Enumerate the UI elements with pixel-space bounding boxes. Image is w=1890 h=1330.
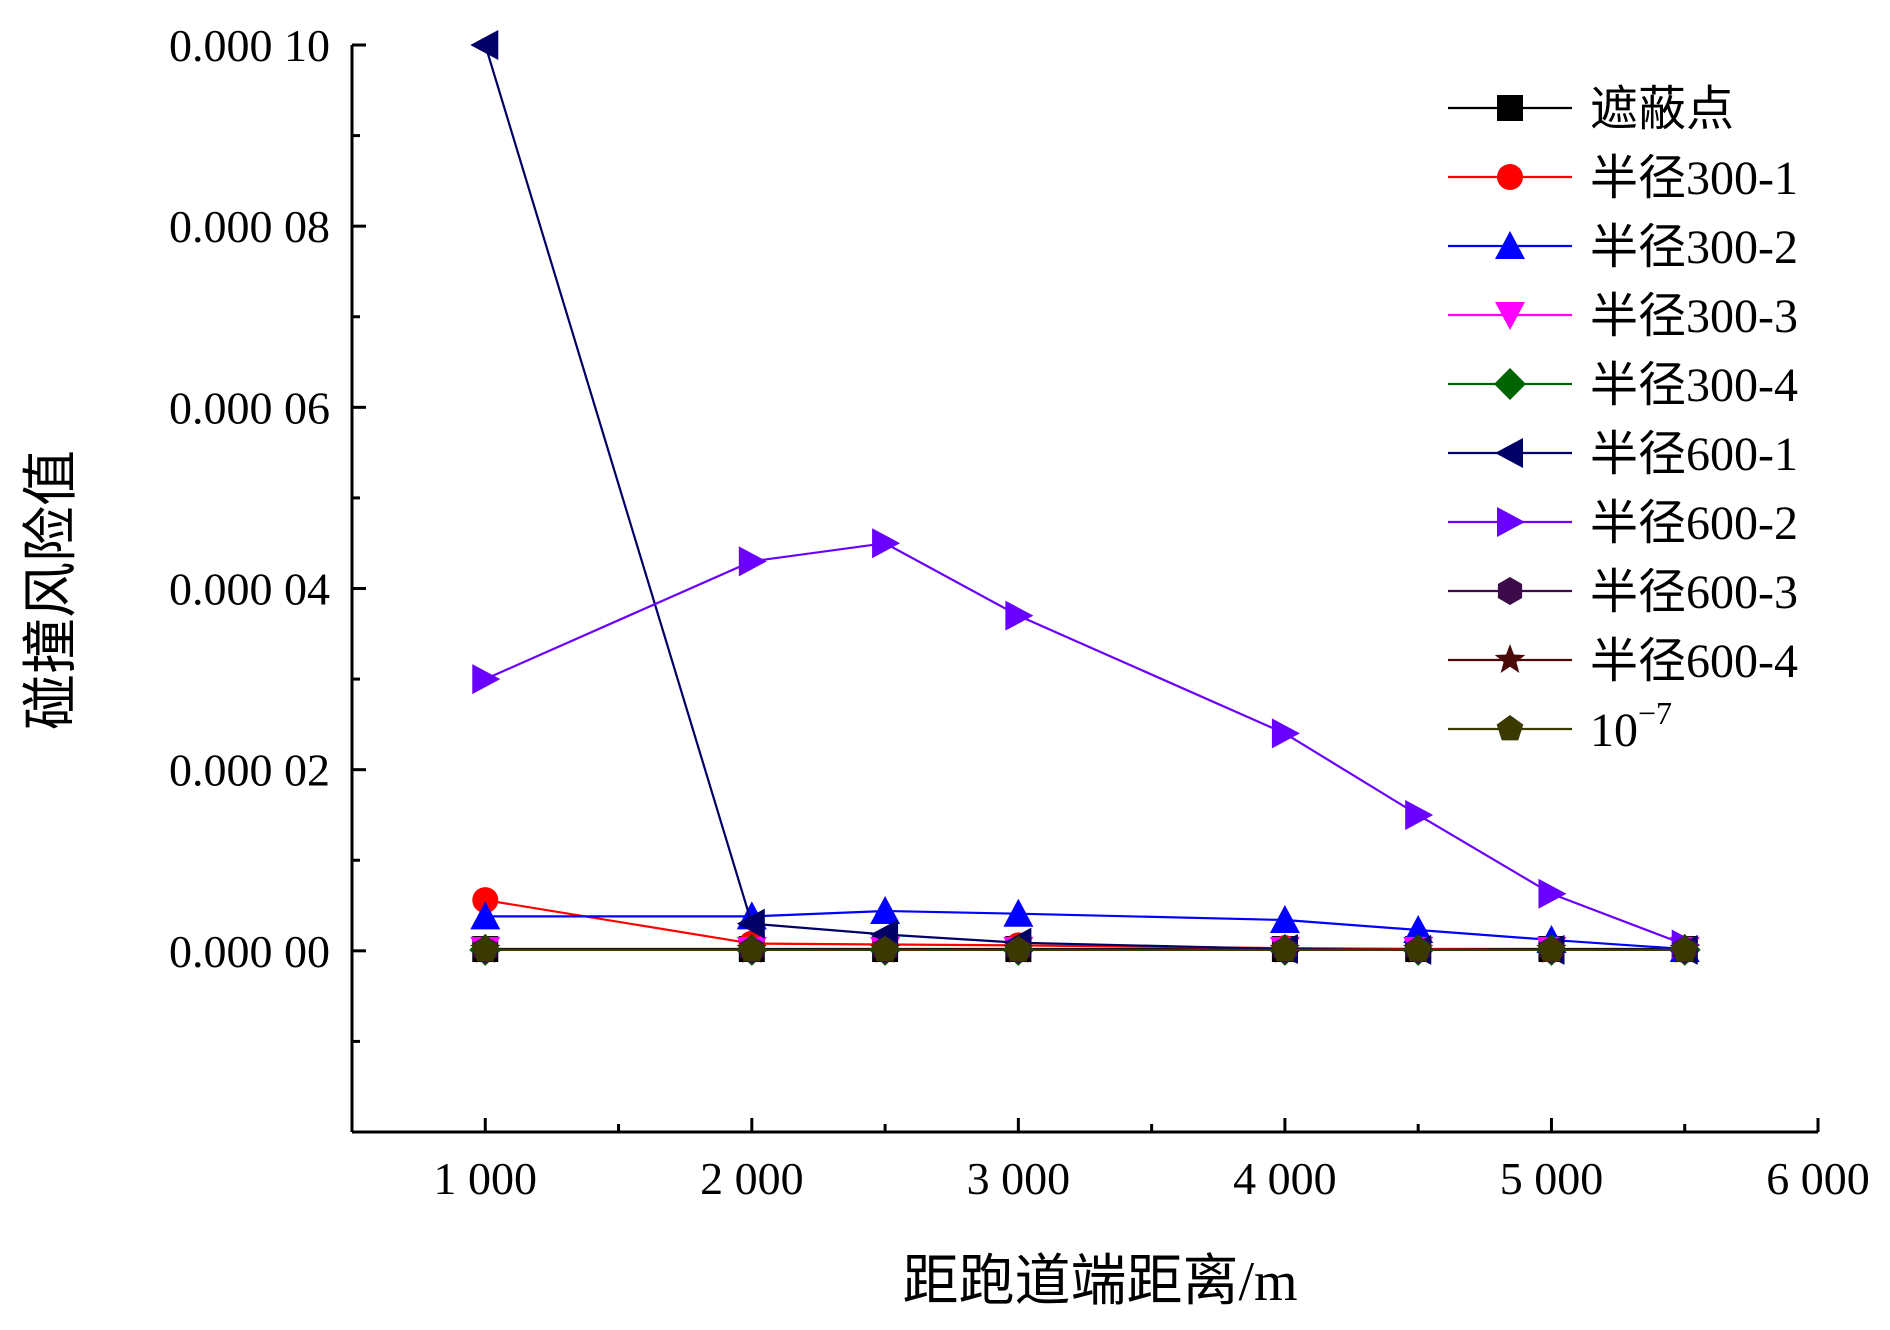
- legend-label: 半径600-2: [1590, 497, 1798, 550]
- legend-marker: [1495, 438, 1523, 468]
- y-axis-title: 碰撞风险值: [21, 450, 83, 730]
- legend-marker: [1495, 231, 1525, 259]
- data-point-s10-7: [1538, 935, 1565, 962]
- series-line-7: [484, 542, 1686, 946]
- legend-label: 半径600-3: [1590, 566, 1798, 619]
- data-point-s10-8: [1671, 935, 1699, 962]
- data-point-s7-2: [738, 546, 767, 577]
- data-point-s2-1: [472, 887, 499, 914]
- legend-marker: [1497, 95, 1523, 121]
- plot-area: [469, 30, 1701, 966]
- y-tick-label: 0.000 06: [169, 382, 330, 433]
- x-tick-label: 3 000: [967, 1153, 1071, 1204]
- y-tick-label: 0.000 02: [169, 745, 330, 796]
- series-line-2: [485, 899, 1685, 952]
- legend-label: 遮蔽点: [1590, 83, 1734, 136]
- data-point-s10-2: [738, 935, 766, 962]
- data-point-s6-1: [470, 30, 499, 60]
- x-tick-label: 4 000: [1233, 1153, 1337, 1204]
- data-point-s10-1: [471, 935, 499, 962]
- legend-marker: [1497, 164, 1523, 190]
- data-point-s3-6: [1403, 914, 1434, 943]
- data-point-s7-5: [1271, 718, 1300, 749]
- x-tick-label: 5 000: [1500, 1153, 1604, 1204]
- data-point-s7-4: [1005, 600, 1034, 631]
- y-tick-label: 0.000 10: [169, 20, 330, 71]
- x-tick-label: 2 000: [700, 1153, 804, 1204]
- legend-label: 半径300-3: [1590, 290, 1798, 343]
- data-point-s7-1: [472, 664, 501, 695]
- legend-label: 半径600-4: [1590, 635, 1798, 688]
- legend-label: 半径300-2: [1590, 221, 1798, 274]
- y-tick-label: 0.000 00: [169, 926, 330, 977]
- y-tick-label: 0.000 08: [169, 201, 330, 252]
- legend-label: 半径300-4: [1590, 359, 1798, 412]
- data-point-s3-4: [1003, 898, 1034, 927]
- data-point-s3-5: [1269, 905, 1300, 934]
- legend-marker: [1495, 302, 1525, 330]
- data-point-s10-5: [1271, 935, 1299, 962]
- x-axis-title: 距跑道端距离/m: [902, 1251, 1297, 1313]
- legend-label: 10−7: [1590, 695, 1672, 757]
- legend-marker: [1497, 577, 1523, 605]
- data-point-s7-3: [872, 528, 901, 559]
- data-point-s7-7: [1538, 878, 1567, 909]
- data-point-s3-1: [470, 901, 501, 930]
- x-tick-label: 6 000: [1766, 1153, 1870, 1204]
- axes: 0.000 00 0.000 02 0.000 04 0.000 06 0.000 08…: [169, 20, 1870, 1204]
- y-tick-label: 0.000 04: [169, 564, 330, 615]
- data-point-s10-4: [1005, 935, 1032, 962]
- data-point-s10-3: [871, 935, 899, 962]
- data-point-s10-6: [1404, 935, 1432, 962]
- legend-marker: [1496, 715, 1524, 741]
- data-point-s7-6: [1405, 799, 1434, 830]
- data-point-s3-3: [870, 895, 901, 924]
- series-line-3: [485, 909, 1685, 951]
- legend-marker: [1494, 368, 1526, 400]
- legend-label: 半径600-1: [1590, 428, 1798, 481]
- legend-label: 半径300-1: [1590, 152, 1798, 205]
- legend-marker: [1494, 644, 1526, 673]
- data-point-s6-2: [736, 908, 765, 939]
- x-tick-label: 1 000: [434, 1153, 538, 1204]
- legend-label-superscript: −7: [1638, 695, 1672, 731]
- legend-marker: [1497, 507, 1525, 537]
